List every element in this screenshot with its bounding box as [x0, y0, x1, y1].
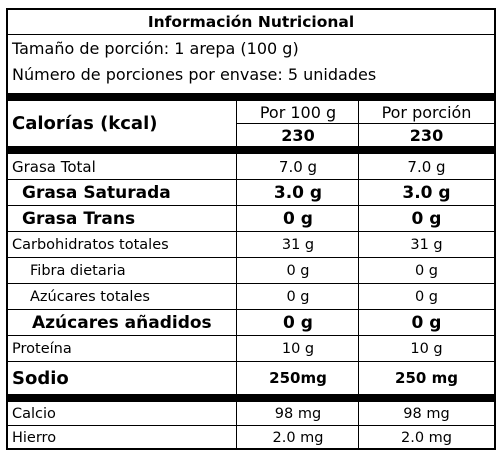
- nutrient-rows: Grasa Total 7.0 g 7.0 g Grasa Saturada 3…: [8, 154, 494, 394]
- divider: [8, 231, 494, 232]
- value-per-100g: 31 g: [281, 236, 315, 253]
- table-row: Grasa Trans 0 g 0 g: [8, 206, 494, 231]
- table-row: Calcio 98 mg 98 mg: [8, 402, 494, 425]
- value-per-serving: 31 g: [410, 236, 443, 253]
- label-title: Información Nutricional: [147, 13, 355, 31]
- value-per-100g: 3.0 g: [273, 182, 323, 203]
- calories-per-serving: 230: [409, 125, 444, 145]
- calories-block: Calorías (kcal) Por 100 g Por porción 23…: [8, 101, 494, 146]
- value-per-100g: 7.0 g: [278, 157, 318, 176]
- column-header-per-100g: Por 100 g: [259, 102, 337, 122]
- calories-label: Calorías (kcal): [12, 113, 158, 134]
- nutrient-label: Fibra dietaria: [30, 262, 126, 279]
- table-row: Azúcares añadidos 0 g 0 g: [8, 310, 494, 335]
- nutrient-label: Proteína: [12, 340, 72, 357]
- value-per-serving: 3.0 g: [402, 182, 451, 203]
- thick-divider: [8, 394, 494, 402]
- value-per-serving: 98 mg: [403, 405, 450, 422]
- column-divider: [358, 154, 359, 394]
- divider: [8, 361, 494, 362]
- value-per-serving: 0 g: [414, 288, 439, 305]
- value-per-serving: 0 g: [411, 312, 442, 333]
- servings-per-container: Número de porciones por envase: 5 unidad…: [12, 64, 377, 84]
- divider: [8, 425, 494, 426]
- thick-divider: [8, 146, 494, 154]
- serving-size: Tamaño de porción: 1 arepa (100 g): [12, 38, 299, 58]
- table-row: Hierro 2.0 mg 2.0 mg: [8, 426, 494, 450]
- value-per-100g: 0 g: [286, 288, 310, 305]
- value-per-serving: 0 g: [411, 208, 442, 229]
- divider: [8, 283, 494, 284]
- divider: [8, 34, 494, 35]
- nutrient-label: Sodio: [12, 367, 69, 389]
- value-per-100g: 10 g: [281, 340, 315, 357]
- value-per-serving: 2.0 mg: [401, 430, 452, 446]
- table-row: Grasa Saturada 3.0 g 3.0 g: [8, 180, 494, 205]
- value-per-serving: 10 g: [410, 340, 443, 357]
- title-row: Información Nutricional: [8, 10, 494, 34]
- table-row: Grasa Total 7.0 g 7.0 g: [8, 154, 494, 179]
- nutrient-label: Azúcares totales: [30, 288, 150, 305]
- column-header-per-serving: Por porción: [381, 102, 472, 122]
- divider: [8, 335, 494, 336]
- value-per-100g: 250mg: [269, 369, 327, 387]
- table-row: Sodio 250mg 250 mg: [8, 362, 494, 394]
- table-row: Carbohidratos totales 31 g 31 g: [8, 232, 494, 257]
- servings-per-container-row: Número de porciones por envase: 5 unidad…: [8, 61, 494, 87]
- value-per-100g: 0 g: [283, 208, 313, 229]
- divider: [8, 179, 494, 180]
- nutrition-facts-label: Información Nutricional Tamaño de porció…: [6, 8, 496, 450]
- table-row: Fibra dietaria 0 g 0 g: [8, 258, 494, 283]
- value-per-100g: 0 g: [283, 312, 313, 333]
- table-row: Azúcares totales 0 g 0 g: [8, 284, 494, 309]
- column-divider: [236, 154, 237, 394]
- calories-per-100g: 230: [281, 125, 315, 145]
- nutrient-label: Grasa Saturada: [22, 182, 171, 203]
- divider: [8, 205, 494, 206]
- value-per-100g: 98 mg: [274, 405, 322, 422]
- divider: [8, 257, 494, 258]
- value-per-serving: 7.0 g: [407, 157, 446, 176]
- mineral-rows: Calcio 98 mg 98 mg Hierro 2.0 mg 2.0 mg: [8, 402, 494, 448]
- value-per-serving: 250 mg: [395, 369, 458, 387]
- divider: [8, 309, 494, 310]
- divider: [236, 123, 494, 124]
- value-per-100g: 2.0 mg: [272, 430, 324, 446]
- nutrient-label: Grasa Total: [12, 157, 96, 176]
- nutrient-label: Hierro: [12, 430, 57, 446]
- nutrient-label: Calcio: [12, 405, 56, 422]
- value-per-serving: 0 g: [414, 262, 439, 279]
- nutrient-label: Carbohidratos totales: [12, 236, 169, 253]
- nutrient-label: Grasa Trans: [22, 208, 136, 229]
- table-row: Proteína 10 g 10 g: [8, 336, 494, 361]
- nutrient-label: Azúcares añadidos: [32, 312, 212, 333]
- serving-size-row: Tamaño de porción: 1 arepa (100 g): [8, 35, 494, 61]
- thick-divider: [8, 93, 494, 101]
- value-per-100g: 0 g: [286, 262, 310, 279]
